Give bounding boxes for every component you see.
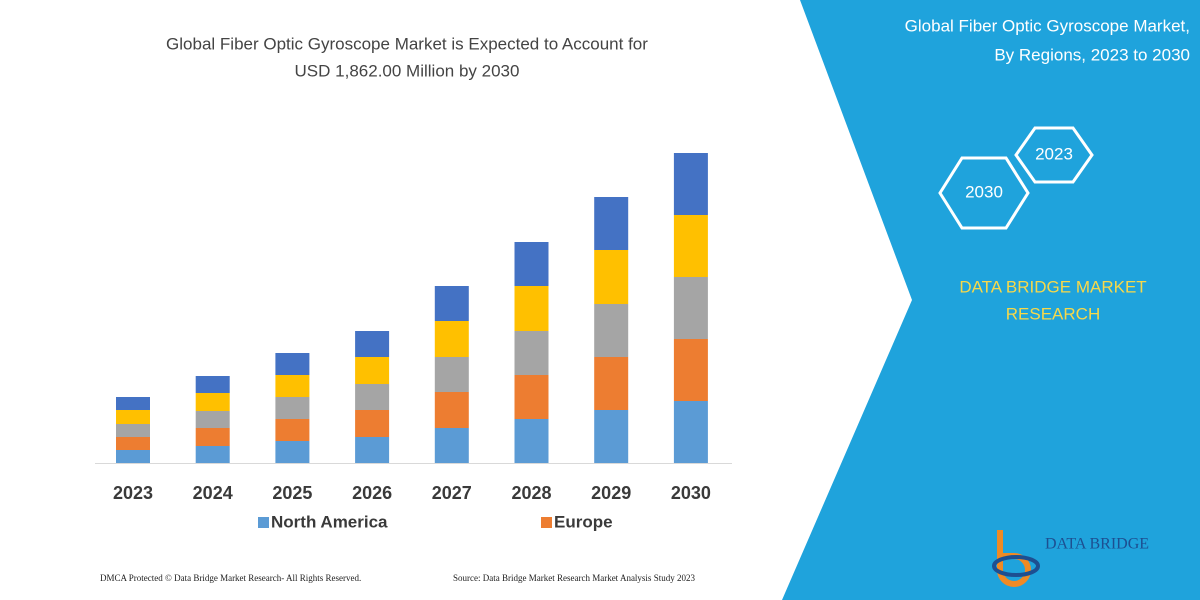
bar-segment xyxy=(594,197,629,250)
chart-title: USD 1,862.00 Million by 2030 xyxy=(295,61,520,80)
bar-segment xyxy=(355,384,390,410)
x-tick-label: 2027 xyxy=(432,483,472,503)
bar-segment xyxy=(116,397,150,410)
x-tick-label: 2024 xyxy=(193,483,233,503)
bar-segment xyxy=(673,339,708,401)
bar-segment xyxy=(195,428,230,446)
footer-left: DMCA Protected © Data Bridge Market Rese… xyxy=(100,573,361,583)
bar-segment xyxy=(195,376,230,393)
bar-segment xyxy=(275,375,310,397)
bar-segment xyxy=(594,250,629,304)
bar-segment xyxy=(195,446,230,463)
logo-mark xyxy=(992,555,1040,577)
brand: RESEARCH xyxy=(1006,304,1100,323)
legend-label: North America xyxy=(271,512,388,531)
bar-segment xyxy=(275,441,310,463)
bar-segment xyxy=(116,437,150,450)
bar-segment xyxy=(673,215,708,277)
bar-segment xyxy=(355,437,390,463)
logo-text: DATA BRIDGE xyxy=(1045,536,1149,553)
hexagon xyxy=(1014,126,1094,184)
x-tick-label: 2023 xyxy=(113,483,153,503)
panel-title: Global Fiber Optic Gyroscope Market, xyxy=(905,16,1190,35)
bar-segment xyxy=(116,450,150,463)
bar-segment xyxy=(514,375,549,419)
x-tick-label: 2025 xyxy=(272,483,312,503)
bar-segment xyxy=(195,411,230,428)
bar-segment xyxy=(594,357,629,410)
bar-segment xyxy=(514,331,549,375)
bar-segment xyxy=(673,277,708,339)
bar-segment xyxy=(434,321,469,357)
legend-label: Europe xyxy=(554,512,613,531)
bar-segment xyxy=(275,353,310,375)
side-panel xyxy=(782,0,1200,600)
bar-segment xyxy=(355,357,390,384)
brand: DATA BRIDGE MARKET xyxy=(959,277,1146,296)
bar-segment xyxy=(195,393,230,411)
bar-segment xyxy=(434,286,469,321)
bar-segment xyxy=(116,410,150,424)
bar-segment xyxy=(514,242,549,286)
x-tick-label: 2028 xyxy=(511,483,551,503)
bar-segment xyxy=(355,410,390,437)
bar-segment xyxy=(275,419,310,441)
x-tick-label: 2026 xyxy=(352,483,392,503)
bar-segment xyxy=(434,392,469,428)
bar-segment xyxy=(275,397,310,419)
badge: 2023 xyxy=(1035,144,1073,163)
bar-segment xyxy=(514,286,549,331)
bar-segment xyxy=(434,357,469,392)
bar-segment xyxy=(673,401,708,463)
x-tick-label: 2029 xyxy=(591,483,631,503)
bar-segment xyxy=(355,331,390,357)
bar-segment xyxy=(434,428,469,463)
badge: 2030 xyxy=(965,182,1003,201)
footer-right: Source: Data Bridge Market Research Mark… xyxy=(453,573,695,583)
panel-title: By Regions, 2023 to 2030 xyxy=(994,45,1190,64)
bar-segment xyxy=(673,153,708,215)
bar-segment xyxy=(514,419,549,463)
bar-segment xyxy=(116,424,150,437)
legend-swatch xyxy=(258,517,269,528)
bar-segment xyxy=(594,410,629,463)
bar-segment xyxy=(594,304,629,357)
hexagon xyxy=(938,156,1030,230)
chart-title: Global Fiber Optic Gyroscope Market is E… xyxy=(166,34,648,53)
x-tick-label: 2030 xyxy=(671,483,711,503)
legend-swatch xyxy=(541,517,552,528)
